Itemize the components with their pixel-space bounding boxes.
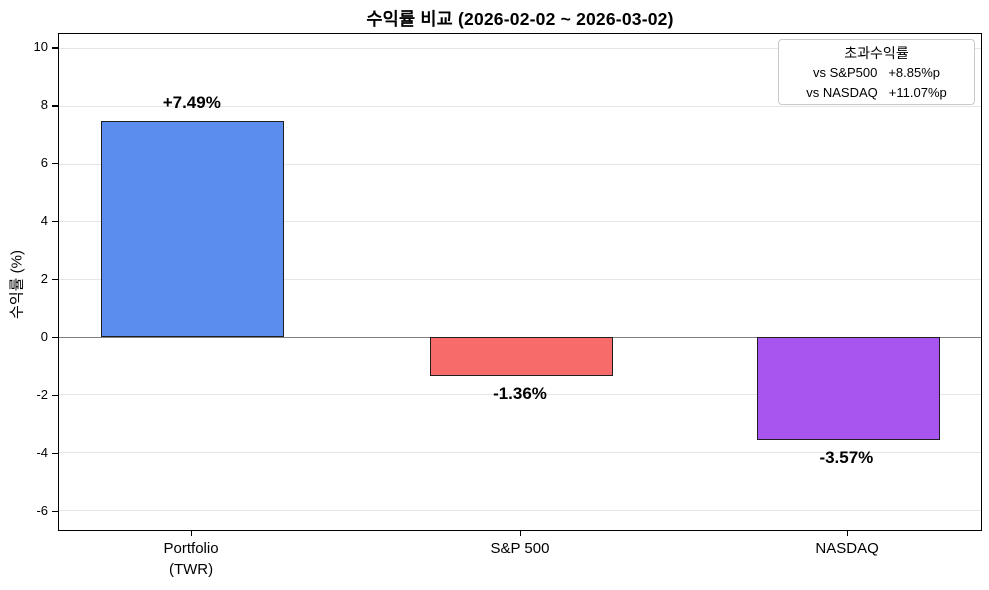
legend-value: +11.07%p [888, 84, 947, 100]
legend-label: vs S&P500 [812, 65, 878, 80]
plot-area: +7.49% -1.36% -3.57% [58, 33, 982, 531]
legend-row-sp500: vs S&P500 +8.85%p [779, 63, 974, 83]
y-tick-label: 2 [40, 271, 48, 287]
x-tick-mark [520, 531, 522, 536]
y-tick-mark [52, 279, 58, 281]
gridline [59, 452, 981, 454]
gridline [59, 509, 981, 511]
y-tick-mark [52, 510, 58, 512]
y-tick-label: 4 [40, 213, 48, 229]
y-tick-label: -2 [36, 386, 48, 402]
y-tick-mark [52, 105, 58, 107]
legend-row-nasdaq: vs NASDAQ +11.07%p [779, 83, 974, 103]
chart-title: 수익률 비교 (2026-02-02 ~ 2026-03-02) [366, 9, 674, 29]
gridline [59, 221, 981, 223]
y-tick-label: 6 [40, 155, 48, 171]
x-tick-label: S&P 500 [490, 540, 550, 557]
gridline [59, 106, 981, 108]
x-tick-mark [191, 531, 193, 536]
bar-value-label: -1.36% [493, 384, 547, 403]
excess-return-legend: 초과수익률 vs S&P500 +8.85%p vs NASDAQ +11.07… [778, 39, 975, 105]
bar-value-label: -3.57% [819, 447, 874, 467]
y-tick-mark [52, 221, 58, 223]
y-tick-label: -4 [36, 444, 48, 460]
y-tick-mark [52, 47, 58, 49]
gridline [59, 279, 981, 281]
legend-label: vs NASDAQ [806, 84, 878, 100]
x-tick-label: NASDAQ [815, 540, 879, 557]
y-tick-label: 10 [33, 39, 48, 55]
x-tick-label: Portfolio (TWR) [163, 540, 219, 578]
y-tick-label: 8 [40, 97, 48, 113]
gridline [59, 48, 981, 50]
y-tick-mark [52, 337, 58, 339]
y-tick-mark [52, 394, 58, 397]
x-tick-mark [847, 531, 849, 536]
y-tick-mark [52, 452, 58, 454]
bar-value-label: +7.49% [162, 92, 221, 112]
y-tick-label: -6 [36, 502, 48, 518]
legend-value: +8.85%p [888, 65, 940, 80]
y-tick-mark [52, 163, 58, 165]
y-tick-label: 0 [40, 329, 48, 344]
gridline [59, 394, 981, 396]
gridline [59, 163, 981, 165]
bar-nasdaq [756, 336, 940, 440]
bar-s-p-500 [429, 336, 613, 376]
legend-title: 초과수익률 [844, 45, 909, 61]
bar-portfolio [100, 120, 284, 337]
